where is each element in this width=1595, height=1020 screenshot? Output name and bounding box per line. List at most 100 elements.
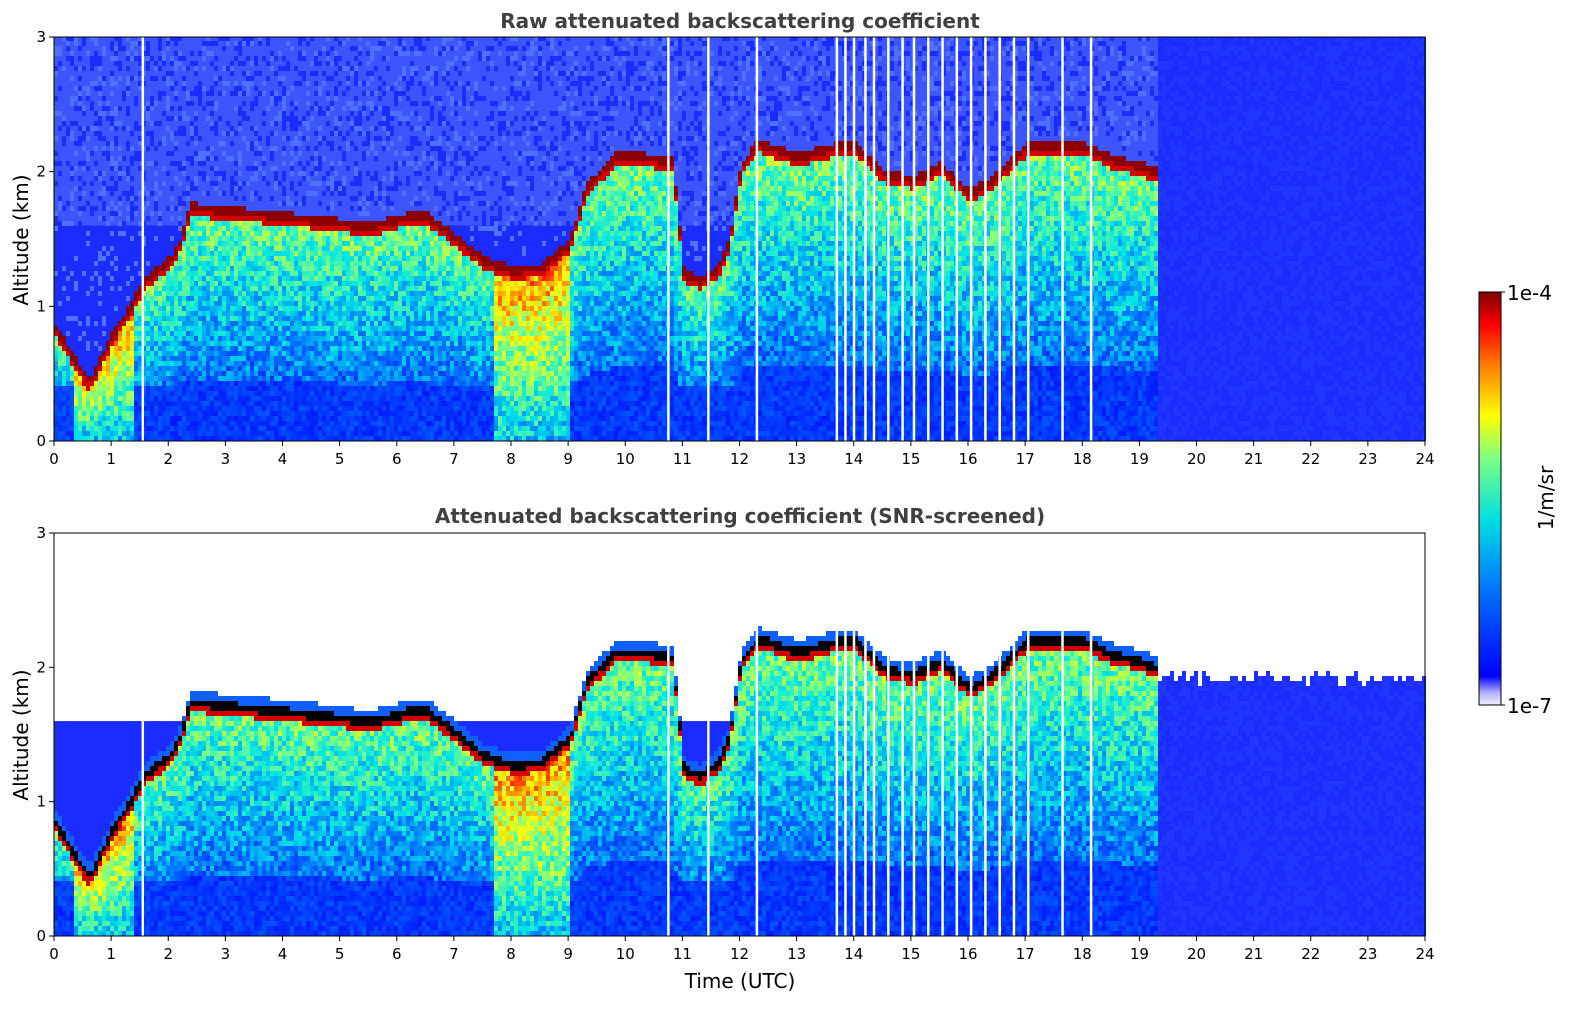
heatmap-cell: [238, 381, 242, 386]
heatmap-cell: [270, 426, 274, 431]
heatmap-cell: [150, 256, 154, 261]
heatmap-cell: [102, 76, 106, 81]
heatmap-cell: [214, 346, 218, 351]
heatmap-cell: [382, 261, 386, 266]
heatmap-cell: [190, 126, 194, 131]
heatmap-cell: [390, 261, 394, 266]
heatmap-cell: [334, 301, 338, 306]
heatmap-cell: [266, 276, 270, 281]
heatmap-cell: [178, 381, 182, 386]
heatmap-cell: [378, 236, 382, 241]
heatmap-cell: [174, 37, 178, 41]
heatmap-cell: [338, 296, 342, 301]
heatmap-cell: [366, 371, 370, 376]
heatmap-cell: [314, 351, 318, 356]
heatmap-cell: [242, 276, 246, 281]
heatmap-cell: [218, 426, 222, 431]
heatmap-cell: [394, 216, 398, 221]
heatmap-cell: [178, 161, 182, 166]
heatmap-cell: [258, 321, 262, 326]
heatmap-cell: [370, 226, 374, 231]
heatmap-cell: [290, 241, 294, 246]
heatmap-cell: [126, 296, 130, 301]
heatmap-cell: [310, 251, 314, 256]
heatmap-cell: [322, 341, 326, 346]
heatmap-cell: [406, 331, 410, 336]
heatmap-cell: [386, 331, 390, 336]
heatmap-cell: [226, 261, 230, 266]
heatmap-cell: [114, 271, 118, 276]
heatmap-cell: [266, 236, 270, 241]
heatmap-cell: [246, 231, 250, 236]
heatmap-cell: [234, 356, 238, 361]
heatmap-cell: [294, 411, 298, 416]
heatmap-cell: [106, 341, 110, 346]
heatmap-cell: [410, 271, 414, 276]
heatmap-cell: [274, 421, 278, 426]
heatmap-cell: [74, 286, 78, 291]
heatmap-cell: [294, 136, 298, 141]
heatmap-cell: [130, 161, 134, 166]
heatmap-cell: [186, 186, 190, 191]
heatmap-cell: [110, 81, 114, 86]
heatmap-cell: [294, 106, 298, 111]
heatmap-cell: [410, 436, 414, 441]
heatmap-cell: [410, 61, 414, 66]
heatmap-cell: [270, 66, 274, 71]
heatmap-cell: [186, 141, 190, 146]
heatmap-cell: [346, 141, 350, 146]
heatmap-cell: [394, 176, 398, 181]
heatmap-cell: [398, 241, 402, 246]
heatmap-cell: [174, 231, 178, 236]
heatmap-cell: [334, 386, 338, 391]
heatmap-cell: [122, 431, 126, 436]
heatmap-cell: [214, 211, 218, 216]
heatmap-cell: [366, 396, 370, 401]
heatmap-cell: [286, 251, 290, 256]
heatmap-cell: [370, 406, 374, 411]
heatmap-cell: [358, 221, 362, 226]
heatmap-cell: [162, 341, 166, 346]
heatmap-cell: [366, 236, 370, 241]
heatmap-cell: [138, 406, 142, 411]
heatmap-cell: [170, 366, 174, 371]
heatmap-cell: [254, 126, 258, 131]
heatmap-cell: [410, 146, 414, 151]
heatmap-cell: [290, 431, 294, 436]
heatmap-cell: [322, 421, 326, 426]
heatmap-cell: [318, 226, 322, 231]
heatmap-cell: [274, 326, 278, 331]
heatmap-cell: [314, 91, 318, 96]
heatmap-cell: [234, 336, 238, 341]
heatmap-cell: [102, 356, 106, 361]
heatmap-cell: [178, 301, 182, 306]
heatmap-cell: [194, 416, 198, 421]
heatmap-cell: [98, 431, 102, 436]
heatmap-cell: [290, 276, 294, 281]
heatmap-cell: [162, 331, 166, 336]
heatmap-cell: [326, 301, 330, 306]
heatmap-cell: [314, 376, 318, 381]
heatmap-cell: [178, 201, 182, 206]
heatmap-cell: [66, 271, 70, 276]
heatmap-cell: [370, 51, 374, 56]
heatmap-cell: [338, 241, 342, 246]
heatmap-cell: [338, 286, 342, 291]
heatmap-cell: [174, 141, 178, 146]
heatmap-cell: [402, 306, 406, 311]
heatmap-cell: [350, 351, 354, 356]
heatmap-cell: [166, 416, 170, 421]
heatmap-cell: [410, 136, 414, 141]
heatmap-cell: [342, 361, 346, 366]
heatmap-cell: [354, 241, 358, 246]
heatmap-cell: [326, 186, 330, 191]
heatmap-cell: [254, 351, 258, 356]
heatmap-cell: [366, 426, 370, 431]
heatmap-cell: [346, 236, 350, 241]
heatmap-cell: [398, 386, 402, 391]
heatmap-cell: [358, 431, 362, 436]
heatmap-cell: [234, 171, 238, 176]
heatmap-cell: [302, 231, 306, 236]
heatmap-cell: [382, 391, 386, 396]
heatmap-cell: [54, 66, 58, 71]
